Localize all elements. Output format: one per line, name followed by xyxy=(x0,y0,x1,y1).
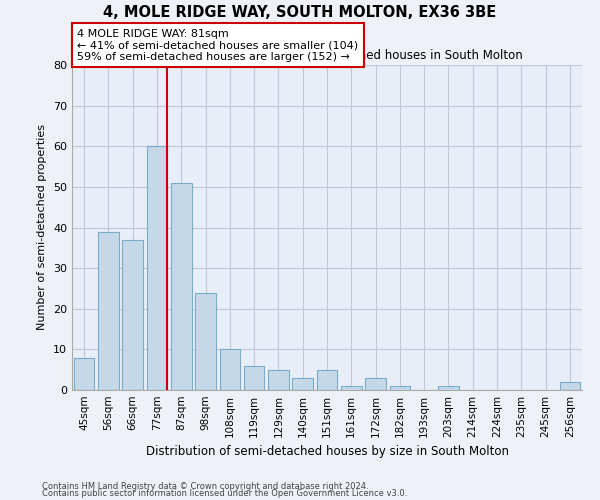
Bar xyxy=(341,386,362,390)
Bar xyxy=(146,146,167,390)
Title: Size of property relative to semi-detached houses in South Molton: Size of property relative to semi-detach… xyxy=(131,50,523,62)
Text: Contains public sector information licensed under the Open Government Licence v3: Contains public sector information licen… xyxy=(42,489,407,498)
Y-axis label: Number of semi-detached properties: Number of semi-detached properties xyxy=(37,124,47,330)
Bar xyxy=(171,183,191,390)
Bar xyxy=(365,378,386,390)
Bar xyxy=(122,240,143,390)
Bar xyxy=(98,232,119,390)
Bar xyxy=(74,358,94,390)
Bar xyxy=(195,292,216,390)
Bar xyxy=(220,350,240,390)
X-axis label: Distribution of semi-detached houses by size in South Molton: Distribution of semi-detached houses by … xyxy=(146,446,509,458)
Text: 4 MOLE RIDGE WAY: 81sqm
← 41% of semi-detached houses are smaller (104)
59% of s: 4 MOLE RIDGE WAY: 81sqm ← 41% of semi-de… xyxy=(77,28,358,62)
Text: 4, MOLE RIDGE WAY, SOUTH MOLTON, EX36 3BE: 4, MOLE RIDGE WAY, SOUTH MOLTON, EX36 3B… xyxy=(103,5,497,20)
Bar xyxy=(560,382,580,390)
Bar xyxy=(317,370,337,390)
Bar xyxy=(389,386,410,390)
Text: Contains HM Land Registry data © Crown copyright and database right 2024.: Contains HM Land Registry data © Crown c… xyxy=(42,482,368,491)
Bar xyxy=(292,378,313,390)
Bar xyxy=(268,370,289,390)
Bar xyxy=(438,386,459,390)
Bar xyxy=(244,366,265,390)
